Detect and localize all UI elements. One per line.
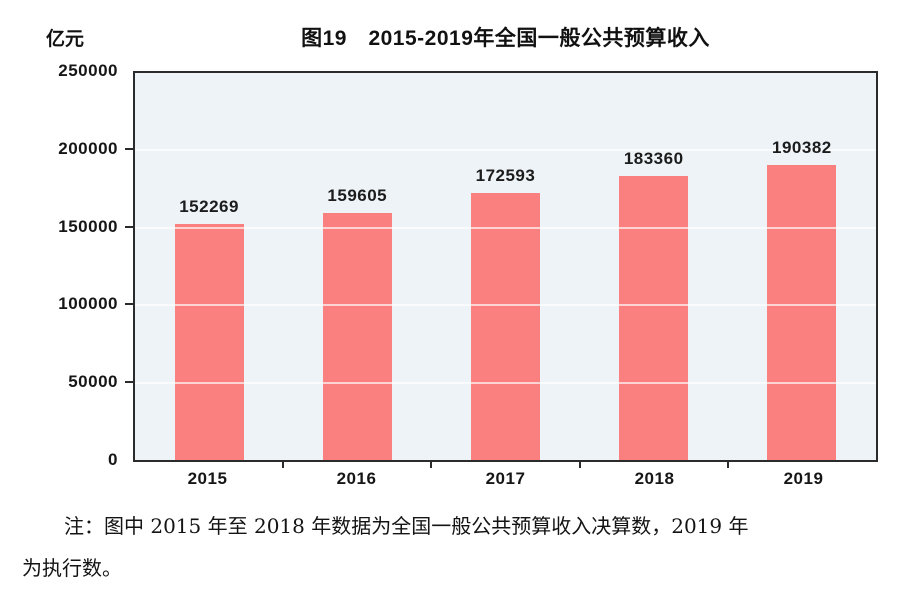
- gridline: [135, 381, 876, 384]
- y-axis-unit-label: 亿元: [46, 29, 85, 50]
- note-line: 注：图中 2015 年至 2018 年数据为全国一般公共预算收入决算数，2019…: [64, 514, 749, 538]
- x-tick-mark: [726, 461, 729, 468]
- y-tick-label: 200000: [58, 138, 118, 158]
- bar-value-label: 190382: [772, 138, 832, 158]
- bar: [619, 176, 689, 460]
- bar-value-label: 159605: [327, 185, 388, 205]
- note-line: 为执行数。: [22, 556, 122, 580]
- y-tick-label: 50000: [68, 372, 118, 392]
- x-axis: 2015 2016 2017 2018 2019: [133, 469, 878, 489]
- gridline: [135, 226, 876, 229]
- x-tick-label: 2019: [783, 469, 824, 488]
- x-tick-label: 2018: [634, 469, 675, 488]
- y-tick-label: 150000: [58, 216, 118, 236]
- y-tick-label: 0: [108, 450, 118, 469]
- y-axis: 0 50000 100000 150000 200000 250000: [0, 0, 133, 601]
- y-tick-label: 250000: [58, 61, 118, 80]
- x-tick-mark: [430, 461, 433, 468]
- bar: [174, 224, 244, 460]
- y-tick-label: 100000: [58, 294, 118, 314]
- chart-title: 图19 2015-2019年全国一般公共预算收入: [301, 27, 710, 50]
- x-tick-label: 2017: [485, 469, 526, 488]
- bar: [322, 212, 392, 460]
- y-tick-mark: [125, 303, 133, 306]
- gridline: [135, 304, 876, 307]
- bar-value-label: 183360: [623, 149, 684, 169]
- gridline: [135, 149, 876, 152]
- y-tick-mark: [125, 381, 133, 384]
- x-tick-mark: [578, 461, 581, 468]
- bar: [767, 165, 837, 460]
- y-tick-mark: [125, 225, 133, 228]
- y-tick-mark: [125, 147, 133, 150]
- plot-area: 152269 159605 172593 183360 190382: [133, 71, 878, 462]
- x-tick-label: 2016: [336, 469, 377, 488]
- x-tick-mark: [282, 461, 285, 468]
- bar-value-label: 172593: [475, 165, 536, 185]
- bar: [471, 192, 540, 460]
- note: 注：图中 2015 年至 2018 年数据为全国一般公共预算收入决算数，2019…: [22, 505, 884, 589]
- x-tick-label: 2015: [187, 469, 228, 488]
- bar-value-label: 152269: [179, 197, 239, 217]
